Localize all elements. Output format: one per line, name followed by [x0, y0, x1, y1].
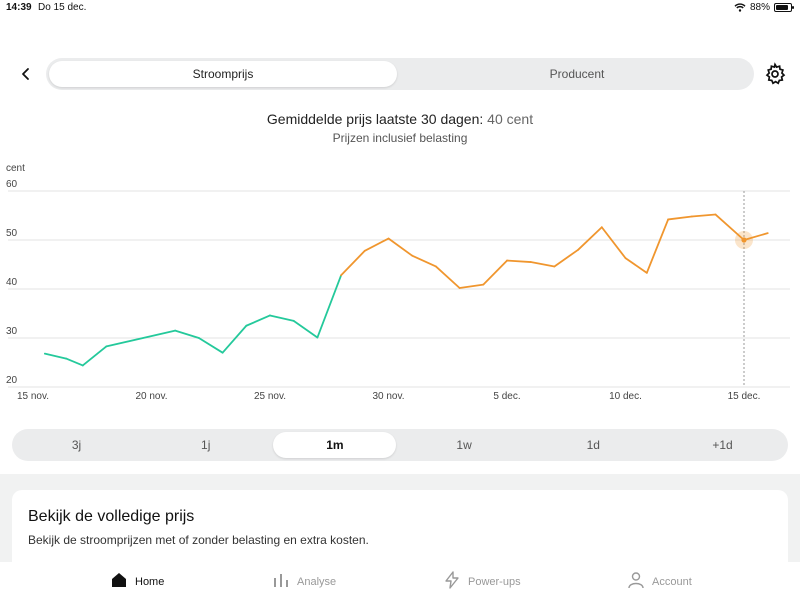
range-option-1m[interactable]: 1m [273, 432, 397, 458]
price-line-segment [316, 274, 343, 339]
bar-chart-icon [272, 571, 290, 592]
tab-analyse[interactable]: Analyse [272, 571, 336, 592]
tab-label: Analyse [297, 575, 337, 588]
range-option-1j[interactable]: 1j [201, 438, 211, 452]
price-line-segment [714, 213, 745, 241]
tab-stroomprijs[interactable]: Stroomprijs [49, 61, 397, 87]
price-line-segment [624, 257, 648, 274]
tab-powerups[interactable]: Power-ups [443, 571, 521, 592]
tab-label: Power-ups [468, 575, 521, 588]
chevron-left-icon [22, 68, 29, 80]
x-tick-label: 15 nov. [17, 391, 49, 402]
x-tick-label: 25 nov. [254, 391, 286, 402]
price-line-segment [292, 319, 319, 339]
price-line-segment [600, 226, 627, 260]
selected-point [741, 237, 747, 243]
x-tick-label: 10 dec. [609, 391, 642, 402]
y-tick-label: 50 [6, 228, 18, 239]
card-title: Bekijk de volledige prijs [28, 508, 195, 525]
card-description: Bekijk de stroomprijzen met of zonder be… [28, 533, 369, 547]
price-line-segment [577, 226, 603, 251]
price-line-segment [197, 337, 224, 354]
price-line-segment [458, 283, 485, 289]
price-line-segment [65, 357, 84, 367]
average-value: 40 cent [487, 111, 534, 127]
person-icon [627, 571, 645, 592]
tab-label: Home [135, 575, 165, 588]
price-line-segment [690, 213, 717, 218]
price-line-segment [363, 237, 390, 252]
price-line-segment [529, 261, 556, 268]
status-time: 14:39 [6, 2, 32, 13]
range-option-3j[interactable]: 3j [71, 438, 82, 452]
y-axis-unit-label: cent [6, 163, 25, 174]
mode-segmented-control: Stroomprijs Producent [46, 58, 754, 90]
price-line-segment [434, 265, 461, 289]
price-line-segment [482, 259, 508, 286]
price-line-segment [269, 314, 295, 322]
range-option-1d[interactable]: 1d [586, 438, 600, 452]
y-tick-label: 30 [6, 326, 18, 337]
gear-icon [765, 62, 786, 85]
y-tick-label: 20 [6, 375, 18, 386]
lightning-icon [443, 571, 461, 592]
bottom-tab-bar: Home Analyse Power-ups Account [0, 562, 800, 600]
price-line-segment [221, 324, 248, 354]
battery-percent: 88% [749, 2, 770, 13]
home-icon [110, 571, 128, 592]
x-tick-label: 5 dec. [493, 391, 520, 402]
price-line-segment [387, 237, 414, 257]
price-chart[interactable]: cent 20 30 40 50 60 15 nov. 20 nov. 25 nov. 30 no… [0, 158, 800, 408]
price-line-segment [645, 218, 670, 274]
price-line-segment [81, 345, 108, 367]
tab-label: Account [652, 575, 692, 588]
price-line-segment [43, 352, 68, 360]
tab-home[interactable]: Home [110, 571, 164, 592]
y-tick-label: 60 [6, 179, 18, 190]
x-tick-label: 30 nov. [372, 391, 404, 402]
y-tick-label: 40 [6, 277, 18, 288]
price-line-segment [174, 329, 200, 339]
settings-button[interactable] [763, 62, 787, 86]
price-line-segment [340, 249, 366, 277]
range-option-plus1d[interactable]: +1d [712, 438, 733, 452]
back-button[interactable] [14, 62, 38, 86]
battery-icon [774, 3, 794, 12]
average-price: Gemiddelde prijs laatste 30 dagen: 40 ce… [0, 111, 800, 127]
average-label: Gemiddelde prijs laatste 30 dagen: [266, 111, 484, 127]
range-option-1w[interactable]: 1w [456, 438, 472, 452]
tab-producent[interactable]: Producent [549, 67, 605, 81]
x-tick-label: 15 dec. [728, 391, 761, 402]
price-line-segment [245, 314, 271, 327]
status-date: Do 15 dec. [38, 2, 87, 13]
status-indicators: 88% [734, 2, 794, 13]
range-segmented-control: 3j 1j 1m 1w 1d +1d [12, 429, 788, 461]
tab-account[interactable]: Account [627, 571, 692, 592]
status-bar: 14:39 Do 15 dec. 88% [0, 0, 800, 16]
price-line-segment [667, 215, 693, 221]
price-line-segment [411, 254, 437, 268]
price-subtitle: Prijzen inclusief belasting [332, 131, 468, 145]
price-line-segment [743, 232, 769, 241]
wifi-icon [734, 3, 746, 12]
price-line-segment [105, 329, 177, 348]
x-tick-label: 20 nov. [135, 391, 167, 402]
price-line-segment [553, 248, 579, 268]
price-line-segment [506, 259, 532, 263]
